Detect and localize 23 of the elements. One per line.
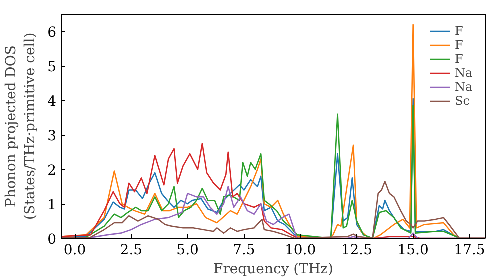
x-tick-label: 17.5 [454,242,486,258]
legend-label: Sc [455,94,471,108]
x-tick-label: 2.5 [120,242,143,258]
y-tick-label: 2 [48,163,57,180]
legend-label: F [455,24,464,38]
x-tick-label: 7.5 [233,242,256,258]
y-tick-label: 5 [48,60,57,76]
legend-label: F [455,38,464,52]
y-tick-label: 3 [48,128,57,145]
y-tick-label: 6 [48,25,57,42]
legend-label: F [455,52,464,66]
x-axis-title: Frequency (THz) [213,262,334,278]
x-tick-label: 0.0 [64,242,86,258]
y-axis-title: Phonon projected DOS (States/THz·primitive cell) [3,32,39,220]
x-tick-label: 15.0 [398,242,429,258]
x-tick-label: 12.5 [341,242,373,258]
y-tick-label: 0 [48,232,57,248]
y-tick-label: 1 [48,198,57,214]
y-tick-label: 4 [48,94,57,110]
legend-label: Na [455,80,474,94]
x-tick-label: 10.0 [284,242,316,258]
legend-label: Na [455,66,474,80]
x-tick-label: 5.0 [176,242,199,258]
